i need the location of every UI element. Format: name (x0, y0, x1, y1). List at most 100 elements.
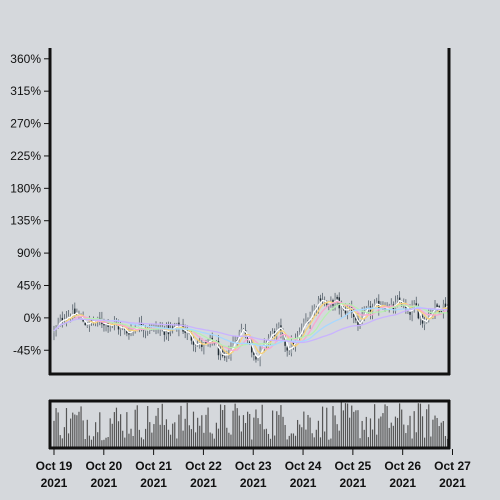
candle-body (328, 302, 330, 306)
volume-bar (120, 414, 122, 447)
volume-bar (359, 438, 361, 447)
volume-bar (201, 415, 203, 447)
volume-bar (95, 422, 97, 447)
candle-body (423, 320, 426, 325)
volume-bar (163, 425, 165, 447)
volume-bar (153, 424, 155, 447)
volume-bar (324, 431, 326, 447)
volume-bar (282, 416, 284, 447)
volume-bar (424, 437, 426, 447)
candle-body (382, 305, 384, 307)
candle-body (205, 342, 207, 344)
volume-bar (255, 409, 257, 447)
volume-bar (376, 434, 378, 447)
candle-body (319, 298, 322, 301)
volume-bar (317, 420, 320, 447)
candle-body (311, 311, 313, 318)
candle-body (428, 313, 430, 321)
volume-bar (313, 437, 315, 447)
volume-bar (399, 403, 401, 447)
candle-body (417, 307, 420, 319)
volume-bar (278, 414, 280, 447)
volume-bar (309, 417, 311, 447)
candle-body (353, 314, 355, 318)
volume-bar (299, 424, 301, 447)
candle-body (103, 323, 105, 326)
y-tick-label: 135% (10, 214, 41, 228)
volume-bar (222, 410, 224, 447)
candle-body (348, 306, 351, 308)
volume-bar (76, 415, 78, 447)
candle-body (59, 318, 61, 325)
volume-bar (188, 425, 190, 447)
candle-body (257, 357, 259, 360)
volume-bar (144, 428, 147, 447)
volume-bar (167, 429, 170, 447)
candle-body (223, 356, 226, 358)
candle-body (253, 352, 255, 355)
volume-bar (363, 429, 365, 447)
candle-body (278, 325, 280, 327)
candle-body (209, 337, 211, 343)
volume-bar (428, 404, 430, 447)
volume-bar (421, 416, 424, 447)
volume-bar (236, 408, 238, 447)
volume-bar (407, 425, 409, 447)
candle-body (367, 305, 370, 309)
volume-bar (415, 432, 417, 447)
volume-bar (346, 403, 349, 447)
candle-body (323, 301, 326, 303)
volume-bar (344, 403, 347, 447)
volume-bar (436, 417, 438, 447)
volume-bar (267, 433, 270, 447)
candle-body (326, 303, 328, 305)
x-tick-date: Oct 23 (235, 459, 272, 473)
volume-bar (157, 407, 159, 447)
volume-bar (65, 408, 68, 447)
x-tick-year: 2021 (90, 476, 117, 490)
volume-bar (257, 418, 259, 447)
volume-bar (321, 406, 324, 447)
volume-bar (103, 439, 105, 447)
volume-bar (303, 411, 305, 447)
candle-body (178, 322, 180, 330)
volume-bar (219, 404, 222, 447)
volume-bar (176, 438, 178, 447)
volume-bar (378, 418, 380, 447)
volume-bar (263, 429, 265, 447)
volume-bar (286, 439, 288, 447)
volume-bar (140, 437, 143, 447)
volume-bar (142, 439, 145, 447)
volume-bar (61, 438, 63, 447)
volume-bar (80, 406, 82, 447)
volume-bar (382, 413, 384, 447)
candle-body (261, 346, 263, 351)
candle-body (409, 311, 411, 315)
candle-body (444, 303, 447, 309)
volume-bar (334, 415, 336, 447)
volume-bar (349, 417, 351, 447)
candle-body (398, 297, 401, 301)
volume-bar (186, 402, 188, 447)
candle-body (144, 329, 147, 332)
volume-bar (249, 414, 251, 447)
volume-bar (228, 432, 230, 447)
volume-bar (442, 421, 444, 447)
candle-body (86, 325, 89, 327)
volume-bar (234, 403, 236, 447)
volume-bar (351, 405, 353, 447)
volume-bar (207, 407, 209, 447)
price-panel: 360% 315% 270% 225% 180% 135% 90% 45% 0% -45% (10, 48, 451, 376)
volume-bar (238, 415, 240, 447)
candle-body (232, 342, 234, 347)
volume-bar (371, 429, 374, 447)
candle-body (184, 330, 186, 333)
volume-bar (259, 424, 261, 447)
x-tick-year: 2021 (190, 476, 217, 490)
volume-bar (124, 437, 126, 447)
volume-bar (253, 417, 255, 447)
volume-bar (99, 412, 101, 447)
volume-bar (274, 435, 276, 447)
volume-bar (113, 412, 115, 447)
